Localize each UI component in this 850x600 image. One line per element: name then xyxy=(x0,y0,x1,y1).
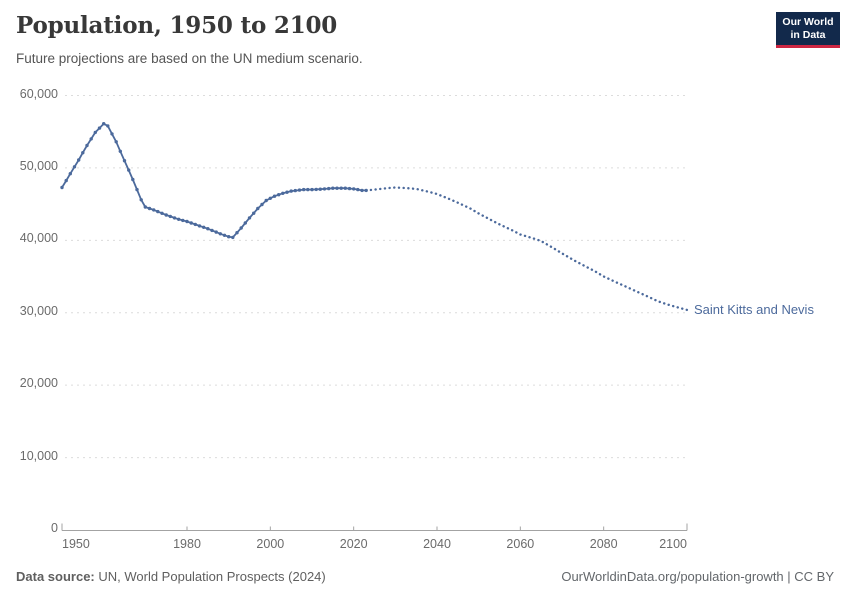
y-tick-label: 50,000 xyxy=(19,158,58,173)
x-tick-label: 2040 xyxy=(423,537,451,551)
credit-link[interactable]: OurWorldinData.org/population-growth | C… xyxy=(561,569,834,584)
x-tick-label: 1950 xyxy=(62,537,90,551)
owid-logo-line1: Our World xyxy=(782,16,834,28)
y-tick-label: 20,000 xyxy=(19,376,58,391)
data-source-label: Data source: xyxy=(16,569,95,584)
owid-logo[interactable]: Our World in Data xyxy=(776,12,840,48)
y-tick-label: 30,000 xyxy=(19,303,58,318)
x-tick-label: 2100 xyxy=(659,537,687,551)
owid-logo-line2: in Data xyxy=(790,28,826,41)
data-source-text: UN, World Population Prospects (2024) xyxy=(94,569,326,584)
x-tick-label: 2080 xyxy=(589,537,618,551)
x-tick-label: 2060 xyxy=(506,537,535,551)
y-tick-label: 10,000 xyxy=(19,448,58,463)
x-tick-label: 1980 xyxy=(173,537,201,551)
chart-subtitle: Future projections are based on the UN m… xyxy=(16,51,363,66)
entity-label[interactable]: Saint Kitts and Nevis xyxy=(694,301,814,317)
chart-footer: Data source: UN, World Population Prospe… xyxy=(16,569,834,584)
y-tick-label: 40,000 xyxy=(19,231,58,246)
x-tick-label: 2020 xyxy=(339,537,368,551)
x-tick-label: 2000 xyxy=(256,537,285,551)
y-tick-label: 0 xyxy=(51,521,58,535)
y-tick-label: 60,000 xyxy=(19,86,58,101)
chart-title: Population, 1950 to 2100 xyxy=(16,12,338,39)
data-source: Data source: UN, World Population Prospe… xyxy=(16,569,326,584)
